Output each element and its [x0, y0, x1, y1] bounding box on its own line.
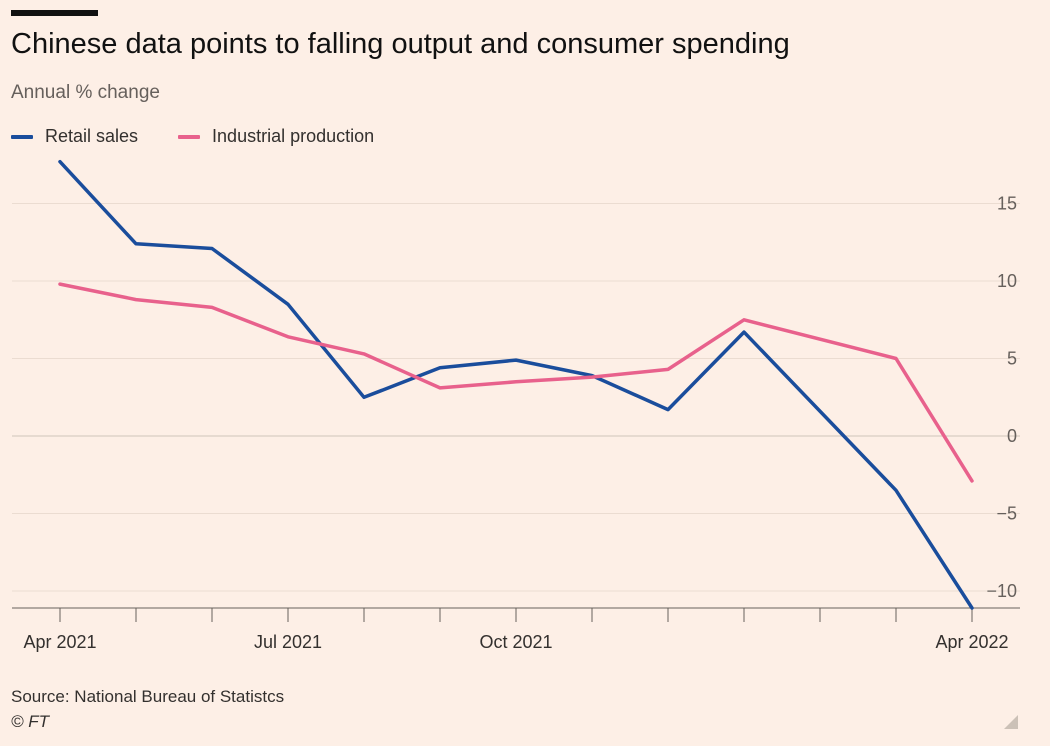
source-note: Source: National Bureau of Statistcs	[11, 687, 285, 706]
legend: Retail sales Industrial production	[11, 126, 414, 147]
y-tick-label: 5	[1007, 349, 1017, 369]
y-tick-label: −5	[996, 504, 1017, 524]
legend-label-retail-sales: Retail sales	[45, 126, 139, 146]
y-tick-label: −10	[986, 581, 1017, 601]
x-tick-label: Oct 2021	[479, 632, 552, 652]
x-tick-label: Apr 2022	[935, 632, 1008, 652]
y-tick-label: 0	[1007, 426, 1017, 446]
legend-label-industrial-production: Industrial production	[212, 126, 375, 146]
brand-bar	[11, 10, 98, 16]
legend-swatch-industrial-production	[178, 134, 201, 139]
chart-subtitle: Annual % change	[11, 82, 160, 103]
legend-item-retail-sales: Retail sales	[11, 126, 138, 147]
y-tick-label: 10	[997, 271, 1017, 291]
x-tick-label: Jul 2021	[254, 632, 322, 652]
legend-item-industrial-production: Industrial production	[178, 126, 374, 147]
resize-corner-icon	[1004, 715, 1018, 729]
chart-title: Chinese data points to falling output an…	[11, 28, 790, 60]
legend-swatch-retail-sales	[11, 134, 33, 139]
series-line-industrial-production	[58, 282, 974, 483]
x-tick-label: Apr 2021	[23, 632, 96, 652]
copyright: © FT	[11, 712, 50, 731]
series-line-retail-sales	[58, 159, 974, 610]
y-tick-label: 15	[997, 194, 1017, 214]
